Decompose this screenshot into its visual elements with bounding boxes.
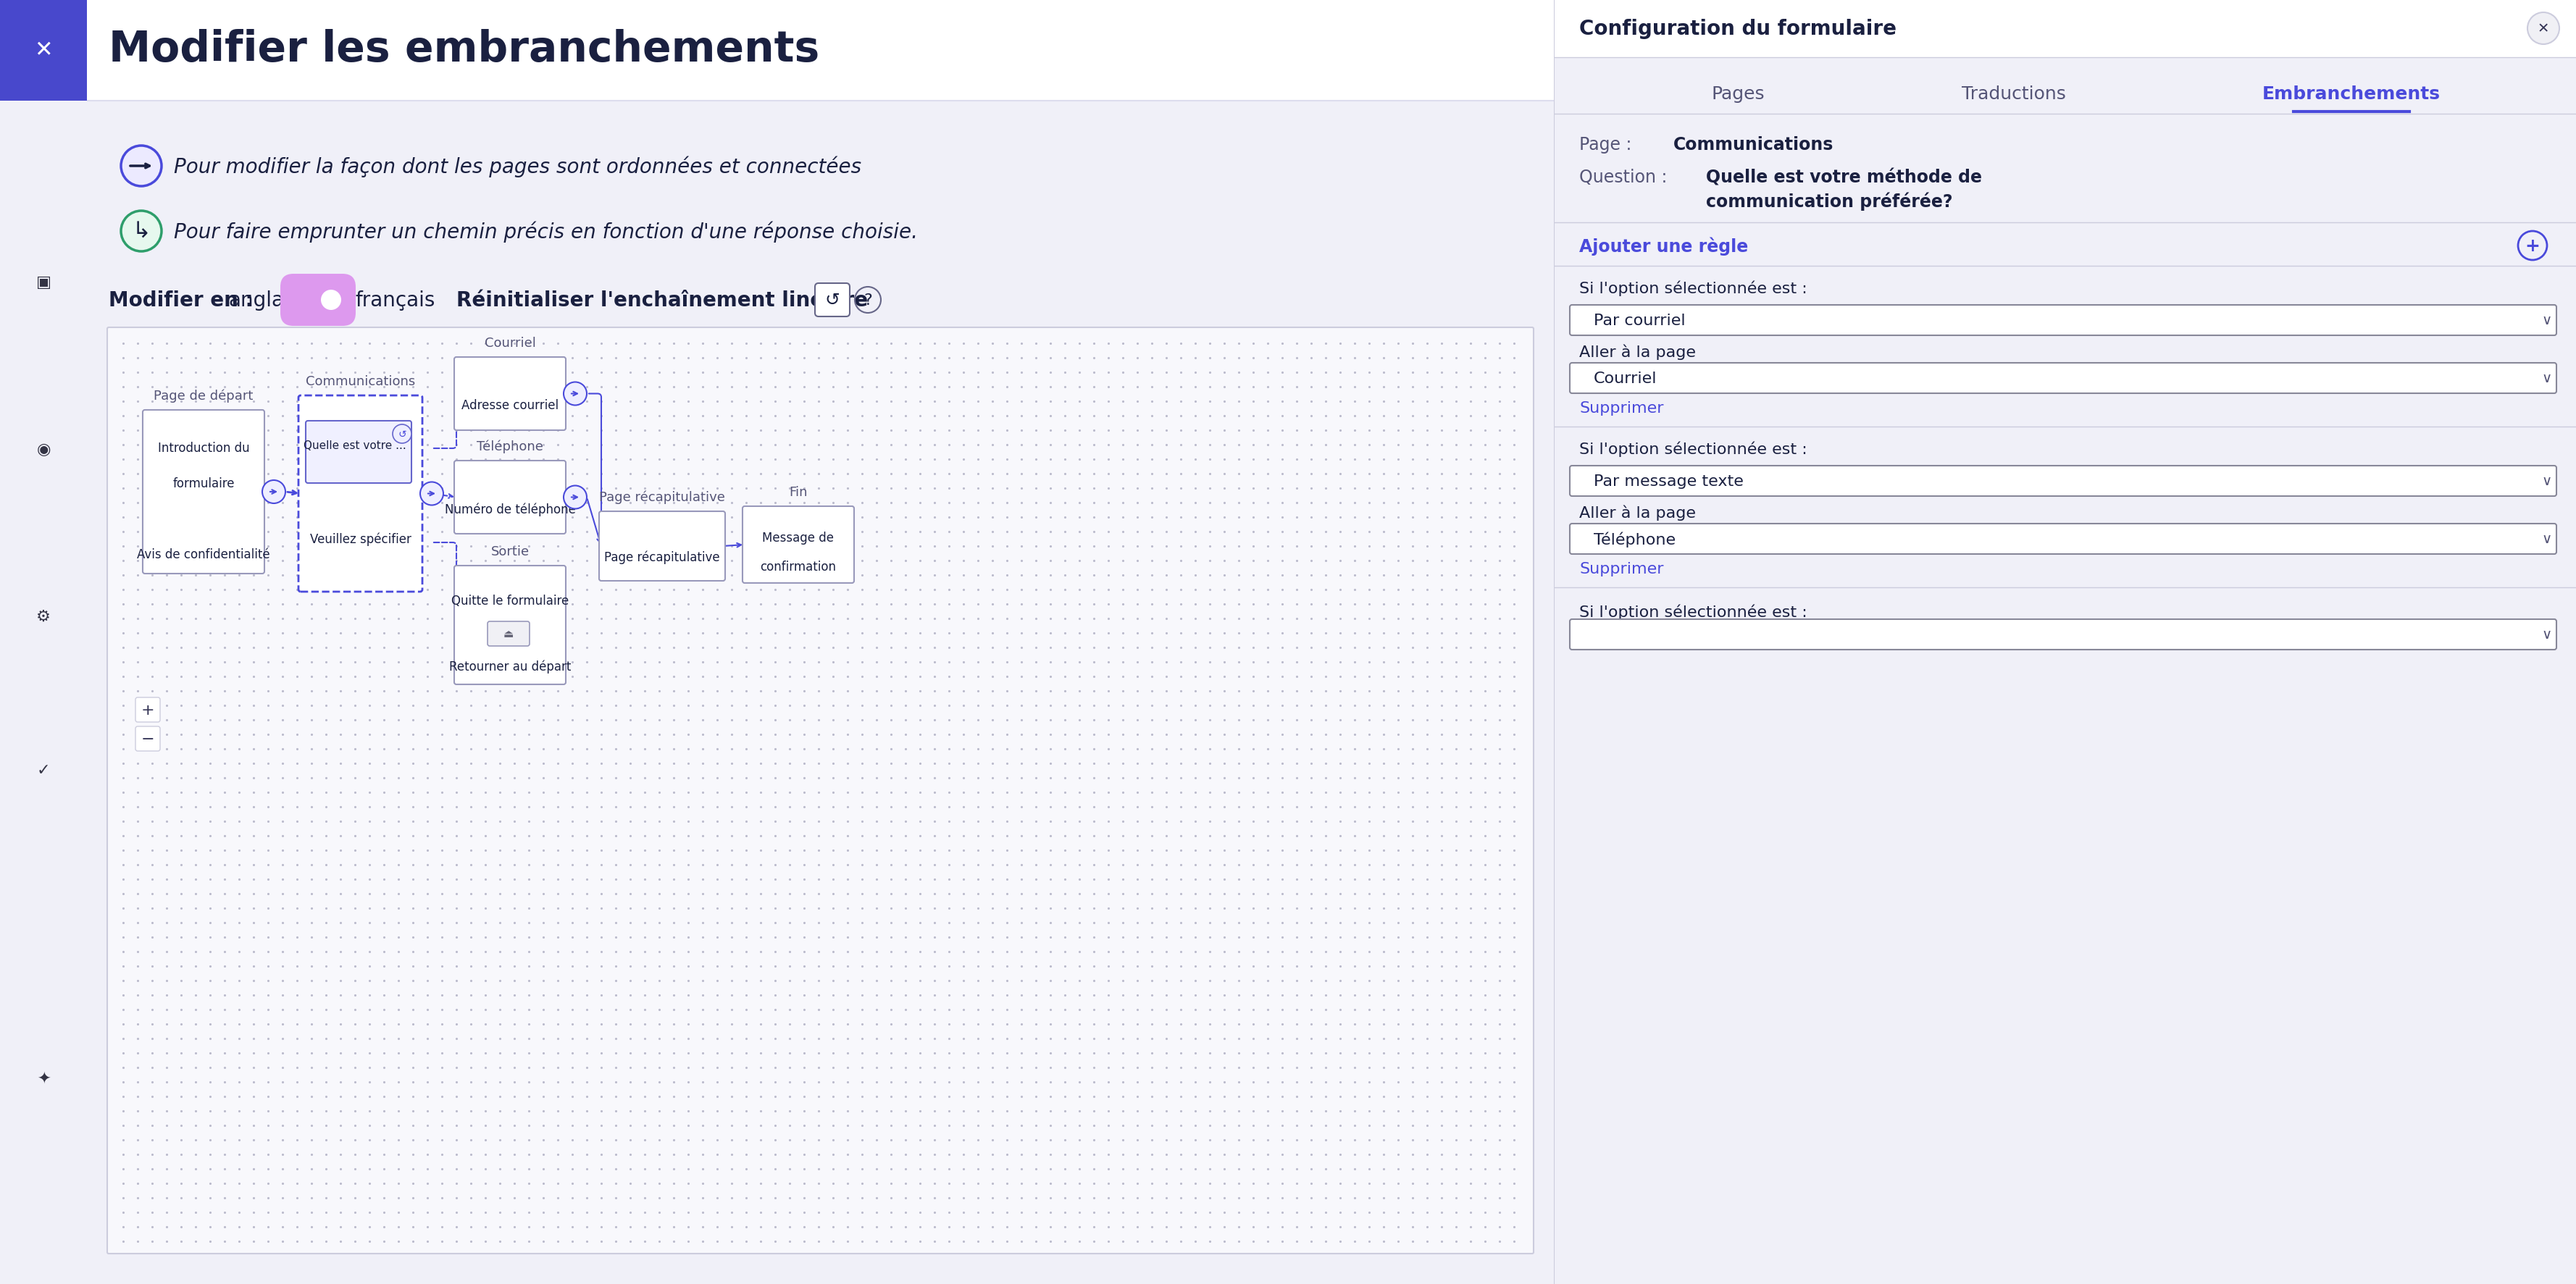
Text: ∨: ∨: [2543, 371, 2553, 385]
Circle shape: [263, 480, 286, 503]
Circle shape: [121, 146, 162, 186]
Text: +: +: [142, 702, 155, 718]
Text: Courriel: Courriel: [1595, 371, 1656, 385]
Text: Pages: Pages: [1710, 86, 1765, 103]
FancyBboxPatch shape: [453, 461, 567, 534]
Text: Question :: Question :: [1579, 168, 1672, 186]
Bar: [1553, 0, 2576, 58]
Text: Supprimer: Supprimer: [1579, 401, 1664, 416]
Text: ∨: ∨: [2543, 313, 2553, 327]
Text: Sortie: Sortie: [492, 544, 528, 559]
Text: Pour faire emprunter un chemin précis en fonction d'une réponse choisie.: Pour faire emprunter un chemin précis en…: [173, 221, 917, 243]
Text: Quelle est votre méthode de: Quelle est votre méthode de: [1705, 168, 1981, 186]
Text: Communications: Communications: [307, 375, 415, 388]
Text: +: +: [2524, 238, 2540, 254]
Text: Numéro de téléphone: Numéro de téléphone: [446, 502, 574, 516]
FancyBboxPatch shape: [453, 357, 567, 430]
FancyBboxPatch shape: [281, 275, 355, 326]
Text: Ajouter une règle: Ajouter une règle: [1579, 236, 1749, 256]
Text: ↺: ↺: [397, 429, 407, 439]
Text: ∨: ∨: [2543, 533, 2553, 546]
Text: ∨: ∨: [2543, 475, 2553, 488]
FancyBboxPatch shape: [600, 512, 724, 582]
Circle shape: [564, 487, 587, 510]
Circle shape: [121, 212, 162, 252]
Circle shape: [2527, 13, 2561, 45]
Text: confirmation: confirmation: [760, 560, 837, 573]
Text: Page récapitulative: Page récapitulative: [605, 551, 719, 564]
Bar: [88, 0, 1553, 101]
Text: Aller à la page: Aller à la page: [1579, 344, 1695, 360]
Circle shape: [420, 483, 443, 506]
Circle shape: [564, 383, 587, 406]
Text: Quelle est votre ...: Quelle est votre ...: [304, 439, 407, 451]
FancyBboxPatch shape: [1569, 620, 2555, 650]
Text: Aller à la page: Aller à la page: [1579, 505, 1695, 520]
Circle shape: [322, 290, 340, 311]
FancyBboxPatch shape: [814, 284, 850, 317]
FancyBboxPatch shape: [742, 507, 855, 583]
Text: communication préférée?: communication préférée?: [1705, 193, 1953, 211]
Text: ∨: ∨: [2543, 628, 2553, 642]
Text: ▣: ▣: [36, 275, 52, 290]
Text: Modifier les embranchements: Modifier les embranchements: [108, 28, 819, 69]
Text: Page de départ: Page de départ: [155, 389, 252, 402]
Text: Configuration du formulaire: Configuration du formulaire: [1579, 19, 1896, 39]
Text: Retourner au départ: Retourner au départ: [448, 660, 572, 673]
Text: Par courriel: Par courriel: [1595, 313, 1685, 327]
FancyBboxPatch shape: [1569, 466, 2555, 497]
Text: français: français: [355, 290, 435, 311]
Text: Embranchements: Embranchements: [2262, 86, 2439, 103]
FancyBboxPatch shape: [1569, 363, 2555, 394]
Circle shape: [392, 425, 412, 444]
Text: Communications: Communications: [1674, 136, 1834, 154]
FancyBboxPatch shape: [0, 0, 88, 101]
FancyBboxPatch shape: [142, 411, 265, 574]
FancyBboxPatch shape: [1569, 524, 2555, 555]
Text: Supprimer: Supprimer: [1579, 561, 1664, 577]
FancyBboxPatch shape: [453, 566, 567, 684]
Text: ↺: ↺: [824, 291, 840, 309]
Text: Si l'option sélectionnée est :: Si l'option sélectionnée est :: [1579, 280, 1808, 295]
Text: Téléphone: Téléphone: [477, 439, 544, 453]
Text: Message de: Message de: [762, 532, 835, 544]
Text: Avis de confidentialité: Avis de confidentialité: [137, 547, 270, 561]
FancyBboxPatch shape: [137, 727, 160, 751]
Text: ◉: ◉: [36, 442, 52, 457]
Text: ✓: ✓: [36, 763, 49, 778]
Text: ?: ?: [863, 293, 873, 308]
Text: −: −: [142, 732, 155, 746]
Text: Courriel: Courriel: [484, 336, 536, 349]
Text: Introduction du: Introduction du: [157, 442, 250, 455]
Text: ✦: ✦: [36, 1071, 49, 1086]
Text: ↳: ↳: [131, 221, 149, 243]
FancyBboxPatch shape: [487, 621, 531, 646]
Text: ⚙: ⚙: [36, 609, 52, 624]
Text: ✕: ✕: [2537, 22, 2550, 36]
Text: Modifier en :: Modifier en :: [108, 290, 252, 311]
Text: Pour modifier la façon dont les pages sont ordonnées et connectées: Pour modifier la façon dont les pages so…: [173, 155, 860, 177]
Text: Adresse courriel: Adresse courriel: [461, 399, 559, 412]
Text: Veuillez spécifier: Veuillez spécifier: [309, 533, 412, 546]
Text: Page :: Page :: [1579, 136, 1638, 154]
Text: Traductions: Traductions: [1963, 86, 2066, 103]
Text: Téléphone: Téléphone: [1595, 532, 1674, 547]
Text: Quitte le formulaire: Quitte le formulaire: [451, 594, 569, 607]
Text: Si l'option sélectionnée est :: Si l'option sélectionnée est :: [1579, 440, 1808, 457]
Text: Fin: Fin: [788, 485, 806, 498]
Text: Page récapitulative: Page récapitulative: [600, 490, 724, 503]
Text: ✕: ✕: [33, 40, 52, 62]
FancyBboxPatch shape: [108, 327, 1533, 1253]
FancyBboxPatch shape: [137, 697, 160, 723]
Text: ⏏: ⏏: [502, 629, 513, 639]
Text: anglais: anglais: [229, 290, 299, 311]
Text: Réinitialiser l'enchaînement linéaire: Réinitialiser l'enchaînement linéaire: [456, 290, 868, 311]
FancyBboxPatch shape: [1569, 306, 2555, 336]
FancyBboxPatch shape: [299, 395, 422, 592]
Text: formulaire: formulaire: [173, 476, 234, 489]
FancyBboxPatch shape: [307, 421, 412, 484]
Text: Si l'option sélectionnée est :: Si l'option sélectionnée est :: [1579, 603, 1808, 619]
Text: Par message texte: Par message texte: [1595, 474, 1744, 488]
